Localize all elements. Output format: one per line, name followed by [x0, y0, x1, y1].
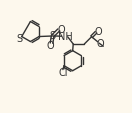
Text: S: S [50, 31, 56, 41]
Text: O: O [57, 25, 65, 35]
Text: O: O [46, 41, 54, 51]
Text: NH: NH [58, 32, 73, 42]
Text: Cl: Cl [58, 67, 68, 77]
Text: O: O [94, 27, 102, 37]
Text: S: S [16, 33, 22, 43]
Text: O: O [97, 38, 104, 48]
